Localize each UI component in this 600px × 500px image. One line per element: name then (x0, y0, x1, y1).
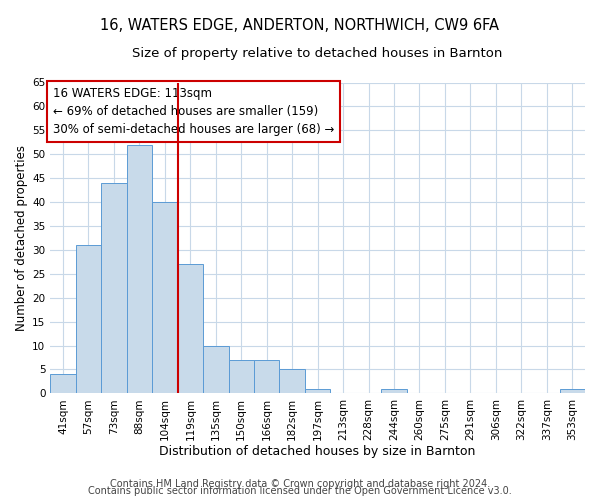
Bar (127, 144, 152, 394)
Text: Contains HM Land Registry data © Crown copyright and database right 2024.: Contains HM Land Registry data © Crown c… (110, 479, 490, 489)
Text: 16 WATERS EDGE: 113sqm
← 69% of detached houses are smaller (159)
30% of semi-de: 16 WATERS EDGE: 113sqm ← 69% of detached… (53, 87, 334, 136)
Bar (229, 360, 254, 394)
Bar (203, 346, 229, 394)
Text: Contains public sector information licensed under the Open Government Licence v3: Contains public sector information licen… (88, 486, 512, 496)
Bar (178, 264, 203, 394)
Bar (280, 370, 305, 394)
Bar (152, 202, 178, 394)
Bar (50, 374, 76, 394)
Bar (76, 245, 101, 394)
Bar (101, 183, 127, 394)
Bar (305, 388, 331, 394)
Bar (560, 388, 585, 394)
X-axis label: Distribution of detached houses by size in Barnton: Distribution of detached houses by size … (160, 444, 476, 458)
Bar (381, 388, 407, 394)
Y-axis label: Number of detached properties: Number of detached properties (15, 145, 28, 331)
Text: 16, WATERS EDGE, ANDERTON, NORTHWICH, CW9 6FA: 16, WATERS EDGE, ANDERTON, NORTHWICH, CW… (101, 18, 499, 32)
Title: Size of property relative to detached houses in Barnton: Size of property relative to detached ho… (133, 48, 503, 60)
Bar (254, 360, 280, 394)
